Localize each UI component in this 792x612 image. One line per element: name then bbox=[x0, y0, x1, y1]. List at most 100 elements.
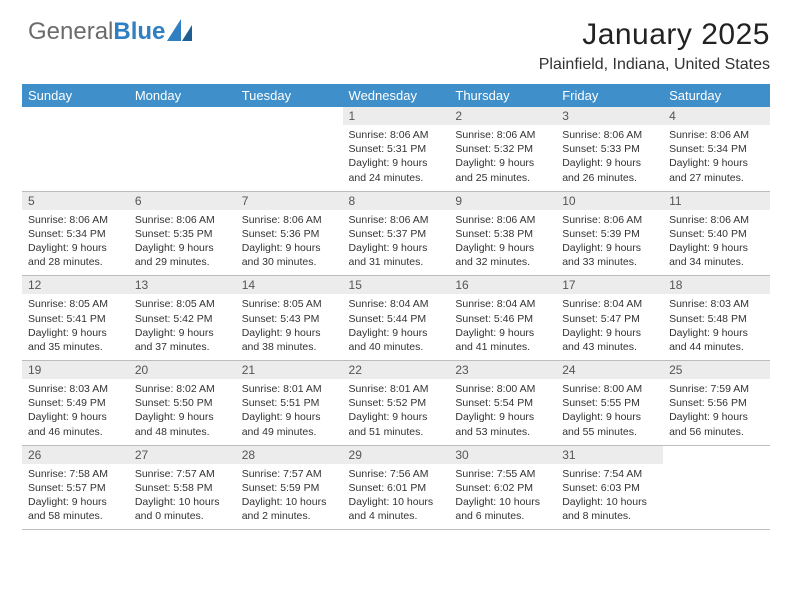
daylight-line2: and 37 minutes. bbox=[135, 340, 230, 354]
sunset-text: Sunset: 5:52 PM bbox=[349, 396, 444, 410]
sunset-text: Sunset: 5:55 PM bbox=[562, 396, 657, 410]
daylight-line1: Daylight: 9 hours bbox=[562, 241, 657, 255]
sunset-text: Sunset: 5:43 PM bbox=[242, 312, 337, 326]
daylight-line1: Daylight: 9 hours bbox=[135, 410, 230, 424]
daylight-line1: Daylight: 9 hours bbox=[562, 326, 657, 340]
daylight-line1: Daylight: 10 hours bbox=[562, 495, 657, 509]
sunrise-text: Sunrise: 8:06 AM bbox=[562, 128, 657, 142]
sunrise-text: Sunrise: 8:00 AM bbox=[455, 382, 550, 396]
daylight-line1: Daylight: 10 hours bbox=[135, 495, 230, 509]
day-number: 14 bbox=[236, 276, 343, 294]
day-number bbox=[22, 107, 129, 125]
calendar-week-row: 12Sunrise: 8:05 AMSunset: 5:41 PMDayligh… bbox=[22, 276, 770, 361]
calendar-day-cell bbox=[663, 445, 770, 530]
calendar-day-cell: 3Sunrise: 8:06 AMSunset: 5:33 PMDaylight… bbox=[556, 107, 663, 191]
calendar-day-cell: 26Sunrise: 7:58 AMSunset: 5:57 PMDayligh… bbox=[22, 445, 129, 530]
daylight-line2: and 55 minutes. bbox=[562, 425, 657, 439]
daylight-line2: and 0 minutes. bbox=[135, 509, 230, 523]
calendar-day-cell: 9Sunrise: 8:06 AMSunset: 5:38 PMDaylight… bbox=[449, 191, 556, 276]
sunset-text: Sunset: 5:59 PM bbox=[242, 481, 337, 495]
day-details: Sunrise: 8:06 AMSunset: 5:36 PMDaylight:… bbox=[236, 210, 343, 276]
calendar-page: GeneralBlue January 2025 Plainfield, Ind… bbox=[0, 0, 792, 612]
day-details: Sunrise: 8:06 AMSunset: 5:37 PMDaylight:… bbox=[343, 210, 450, 276]
day-number bbox=[236, 107, 343, 125]
daylight-line2: and 46 minutes. bbox=[28, 425, 123, 439]
sunrise-text: Sunrise: 8:06 AM bbox=[28, 213, 123, 227]
calendar-day-cell: 12Sunrise: 8:05 AMSunset: 5:41 PMDayligh… bbox=[22, 276, 129, 361]
daylight-line2: and 6 minutes. bbox=[455, 509, 550, 523]
daylight-line2: and 30 minutes. bbox=[242, 255, 337, 269]
sunset-text: Sunset: 5:56 PM bbox=[669, 396, 764, 410]
sunrise-text: Sunrise: 7:59 AM bbox=[669, 382, 764, 396]
sunset-text: Sunset: 5:58 PM bbox=[135, 481, 230, 495]
day-details: Sunrise: 8:06 AMSunset: 5:34 PMDaylight:… bbox=[22, 210, 129, 276]
daylight-line2: and 33 minutes. bbox=[562, 255, 657, 269]
day-details: Sunrise: 8:03 AMSunset: 5:48 PMDaylight:… bbox=[663, 294, 770, 360]
daylight-line2: and 40 minutes. bbox=[349, 340, 444, 354]
calendar-day-cell: 20Sunrise: 8:02 AMSunset: 5:50 PMDayligh… bbox=[129, 361, 236, 446]
daylight-line2: and 2 minutes. bbox=[242, 509, 337, 523]
daylight-line1: Daylight: 9 hours bbox=[242, 326, 337, 340]
sunset-text: Sunset: 5:47 PM bbox=[562, 312, 657, 326]
calendar-day-cell: 31Sunrise: 7:54 AMSunset: 6:03 PMDayligh… bbox=[556, 445, 663, 530]
calendar-day-cell: 4Sunrise: 8:06 AMSunset: 5:34 PMDaylight… bbox=[663, 107, 770, 191]
sunrise-text: Sunrise: 8:06 AM bbox=[135, 213, 230, 227]
sunset-text: Sunset: 5:51 PM bbox=[242, 396, 337, 410]
brand-text: GeneralBlue bbox=[28, 18, 165, 46]
daylight-line2: and 27 minutes. bbox=[669, 171, 764, 185]
sunset-text: Sunset: 5:35 PM bbox=[135, 227, 230, 241]
day-number: 12 bbox=[22, 276, 129, 294]
day-number: 7 bbox=[236, 192, 343, 210]
sunset-text: Sunset: 5:41 PM bbox=[28, 312, 123, 326]
daylight-line2: and 32 minutes. bbox=[455, 255, 550, 269]
day-number: 16 bbox=[449, 276, 556, 294]
daylight-line1: Daylight: 9 hours bbox=[562, 410, 657, 424]
sunrise-text: Sunrise: 8:02 AM bbox=[135, 382, 230, 396]
day-details: Sunrise: 8:06 AMSunset: 5:34 PMDaylight:… bbox=[663, 125, 770, 191]
sunset-text: Sunset: 5:46 PM bbox=[455, 312, 550, 326]
sunrise-text: Sunrise: 8:05 AM bbox=[135, 297, 230, 311]
calendar-week-row: 5Sunrise: 8:06 AMSunset: 5:34 PMDaylight… bbox=[22, 191, 770, 276]
sunrise-text: Sunrise: 7:55 AM bbox=[455, 467, 550, 481]
sunrise-text: Sunrise: 8:05 AM bbox=[242, 297, 337, 311]
day-number: 19 bbox=[22, 361, 129, 379]
sunrise-text: Sunrise: 7:57 AM bbox=[135, 467, 230, 481]
calendar-day-cell: 5Sunrise: 8:06 AMSunset: 5:34 PMDaylight… bbox=[22, 191, 129, 276]
sunrise-text: Sunrise: 8:06 AM bbox=[455, 213, 550, 227]
day-number: 8 bbox=[343, 192, 450, 210]
daylight-line1: Daylight: 9 hours bbox=[669, 156, 764, 170]
col-friday: Friday bbox=[556, 84, 663, 107]
day-details: Sunrise: 7:57 AMSunset: 5:59 PMDaylight:… bbox=[236, 464, 343, 530]
day-details: Sunrise: 8:01 AMSunset: 5:51 PMDaylight:… bbox=[236, 379, 343, 445]
sunrise-text: Sunrise: 8:06 AM bbox=[349, 213, 444, 227]
sunset-text: Sunset: 5:39 PM bbox=[562, 227, 657, 241]
day-number: 24 bbox=[556, 361, 663, 379]
calendar-body: 1Sunrise: 8:06 AMSunset: 5:31 PMDaylight… bbox=[22, 107, 770, 530]
day-details: Sunrise: 8:05 AMSunset: 5:41 PMDaylight:… bbox=[22, 294, 129, 360]
daylight-line1: Daylight: 9 hours bbox=[669, 241, 764, 255]
sunrise-text: Sunrise: 8:06 AM bbox=[349, 128, 444, 142]
col-thursday: Thursday bbox=[449, 84, 556, 107]
sunset-text: Sunset: 6:01 PM bbox=[349, 481, 444, 495]
sunset-text: Sunset: 5:50 PM bbox=[135, 396, 230, 410]
day-details: Sunrise: 8:04 AMSunset: 5:47 PMDaylight:… bbox=[556, 294, 663, 360]
calendar-table: Sunday Monday Tuesday Wednesday Thursday… bbox=[22, 84, 770, 530]
col-saturday: Saturday bbox=[663, 84, 770, 107]
day-number: 30 bbox=[449, 446, 556, 464]
sunrise-text: Sunrise: 8:06 AM bbox=[669, 128, 764, 142]
daylight-line2: and 53 minutes. bbox=[455, 425, 550, 439]
day-number: 10 bbox=[556, 192, 663, 210]
daylight-line2: and 24 minutes. bbox=[349, 171, 444, 185]
daylight-line1: Daylight: 9 hours bbox=[242, 241, 337, 255]
day-details: Sunrise: 8:06 AMSunset: 5:33 PMDaylight:… bbox=[556, 125, 663, 191]
calendar-week-row: 26Sunrise: 7:58 AMSunset: 5:57 PMDayligh… bbox=[22, 445, 770, 530]
day-details: Sunrise: 8:05 AMSunset: 5:43 PMDaylight:… bbox=[236, 294, 343, 360]
daylight-line1: Daylight: 9 hours bbox=[455, 241, 550, 255]
day-number: 2 bbox=[449, 107, 556, 125]
location-subtitle: Plainfield, Indiana, United States bbox=[22, 56, 770, 74]
day-details: Sunrise: 8:05 AMSunset: 5:42 PMDaylight:… bbox=[129, 294, 236, 360]
day-number: 6 bbox=[129, 192, 236, 210]
daylight-line1: Daylight: 9 hours bbox=[28, 241, 123, 255]
calendar-day-cell: 16Sunrise: 8:04 AMSunset: 5:46 PMDayligh… bbox=[449, 276, 556, 361]
daylight-line1: Daylight: 10 hours bbox=[242, 495, 337, 509]
